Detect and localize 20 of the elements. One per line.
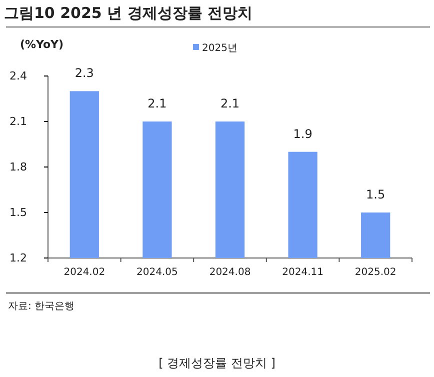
x-tick-label: 2024.05	[136, 267, 178, 278]
text: 자료: 한국은행	[8, 301, 75, 312]
data-label: 2.1	[148, 96, 167, 110]
chart-title: 그림10 2025 년 경제성장률 전망치	[4, 4, 253, 22]
data-label: 1.9	[293, 126, 312, 141]
data-label: 2.1	[220, 96, 240, 110]
legend-label: 2025년	[202, 43, 238, 54]
y-tick-label: 1.8	[10, 160, 27, 174]
y-tick-label: 1.5	[10, 206, 27, 220]
x-tick-label: 2025.02	[354, 267, 396, 278]
y-tick-label: 1.2	[10, 252, 27, 265]
y-axis-title: (%YoY)	[20, 38, 64, 51]
y-tick-label: 2.1	[10, 115, 27, 128]
data-label: 2.3	[74, 66, 94, 80]
x-tick-label: 2024.08	[209, 267, 251, 278]
x-tick-label: 2024.11	[282, 267, 324, 278]
x-tick-label: 2024.02	[64, 267, 106, 278]
data-label: 1.5	[366, 188, 386, 202]
text: [ 경제성장률 전망치 ]	[158, 356, 276, 370]
y-tick-label: 2.4	[10, 70, 27, 83]
